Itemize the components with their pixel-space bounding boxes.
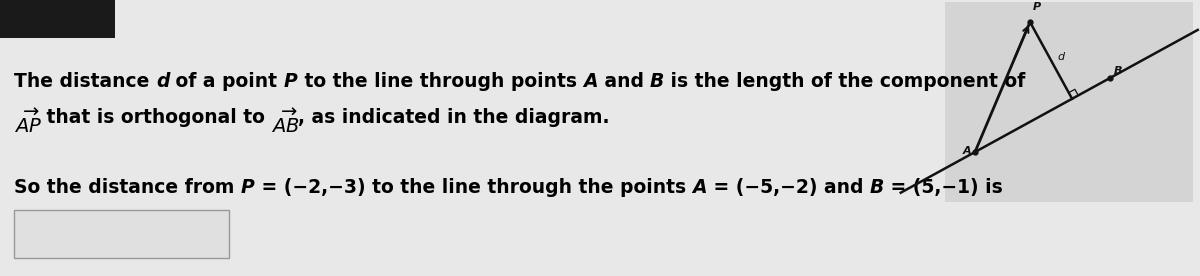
Text: to the line through points: to the line through points	[298, 72, 583, 91]
Text: B: B	[650, 72, 665, 91]
Text: $\overrightarrow{AP}$: $\overrightarrow{AP}$	[14, 108, 42, 137]
Text: d: d	[156, 72, 169, 91]
Text: A: A	[583, 72, 598, 91]
FancyBboxPatch shape	[946, 2, 1193, 202]
Text: = (−2,−3) to the line through the points: = (−2,−3) to the line through the points	[254, 178, 692, 197]
Text: and: and	[598, 72, 650, 91]
FancyBboxPatch shape	[14, 210, 229, 258]
Text: is the length of the component of: is the length of the component of	[665, 72, 1026, 91]
Text: = (5,−1) is: = (5,−1) is	[884, 178, 1003, 197]
Text: that is orthogonal to: that is orthogonal to	[40, 108, 271, 127]
Text: P: P	[1033, 2, 1042, 12]
Text: B: B	[870, 178, 884, 197]
FancyBboxPatch shape	[0, 0, 115, 38]
Text: , as indicated in the diagram.: , as indicated in the diagram.	[298, 108, 610, 127]
Text: The distance: The distance	[14, 72, 156, 91]
Text: P: P	[283, 72, 298, 91]
Text: d: d	[1057, 52, 1064, 62]
Text: A: A	[964, 146, 972, 156]
Text: B: B	[1114, 66, 1122, 76]
Text: P: P	[241, 178, 254, 197]
Text: A: A	[692, 178, 707, 197]
Text: So the distance from: So the distance from	[14, 178, 241, 197]
Text: $\overrightarrow{AB}$: $\overrightarrow{AB}$	[271, 108, 300, 137]
Text: of a point: of a point	[169, 72, 283, 91]
Text: = (−5,−2) and: = (−5,−2) and	[707, 178, 870, 197]
